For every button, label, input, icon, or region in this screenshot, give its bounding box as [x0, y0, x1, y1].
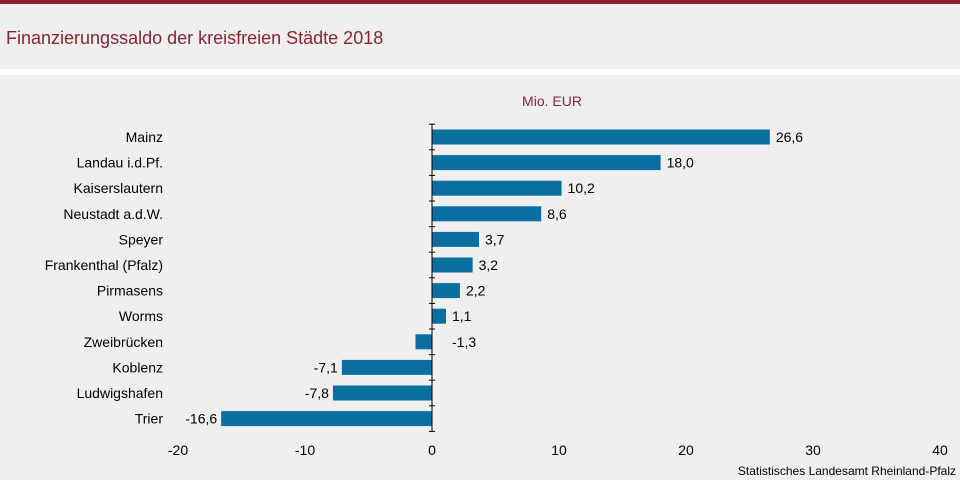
x-tick-label: 20 [678, 442, 694, 458]
category-label: Neustadt a.d.W. [63, 206, 163, 222]
x-tick-label: 30 [805, 442, 821, 458]
category-label: Trier [135, 411, 164, 427]
bar [415, 334, 432, 350]
value-label: 8,6 [547, 206, 567, 222]
top-accent-bar [0, 0, 960, 4]
category-label: Frankenthal (Pfalz) [45, 257, 163, 273]
category-label: Kaiserslautern [74, 180, 164, 196]
bar [432, 206, 542, 222]
category-label: Mainz [126, 129, 163, 145]
category-label: Koblenz [112, 359, 163, 375]
value-label: 1,1 [452, 308, 472, 324]
category-label: Pirmasens [97, 283, 163, 299]
category-label: Ludwigshafen [77, 385, 163, 401]
value-label: 18,0 [667, 155, 694, 171]
category-label: Worms [119, 308, 163, 324]
category-label: Speyer [119, 231, 164, 247]
x-tick-label: 10 [551, 442, 567, 458]
value-label: 10,2 [568, 180, 595, 196]
value-label: -7,8 [305, 385, 329, 401]
x-tick-label: -10 [295, 442, 315, 458]
bar [432, 231, 479, 247]
source-note: Statistisches Landesamt Rheinland-Pfalz [737, 464, 956, 478]
bar [432, 257, 473, 273]
value-label: -7,1 [314, 359, 338, 375]
value-label: -16,6 [185, 411, 217, 427]
bar [341, 359, 432, 375]
value-label: 3,2 [479, 257, 499, 273]
value-label: 3,7 [485, 231, 505, 247]
category-label: Zweibrücken [84, 334, 163, 350]
bar [432, 155, 661, 171]
bar [221, 411, 432, 427]
x-tick-label: 40 [932, 442, 948, 458]
bar [432, 180, 562, 196]
x-tick-label: -20 [168, 442, 188, 458]
title-divider [0, 69, 960, 75]
page-title: Finanzierungssaldo der kreisfreien Städt… [6, 28, 384, 48]
value-label: -1,3 [452, 334, 476, 350]
bar [332, 385, 432, 401]
x-tick-label: 0 [428, 442, 436, 458]
category-label: Landau i.d.Pf. [77, 155, 163, 171]
bar [432, 129, 770, 145]
bar [432, 308, 446, 324]
value-label: 26,6 [776, 129, 803, 145]
bar [432, 283, 460, 299]
value-label: 2,2 [466, 283, 486, 299]
unit-label: Mio. EUR [522, 93, 582, 109]
